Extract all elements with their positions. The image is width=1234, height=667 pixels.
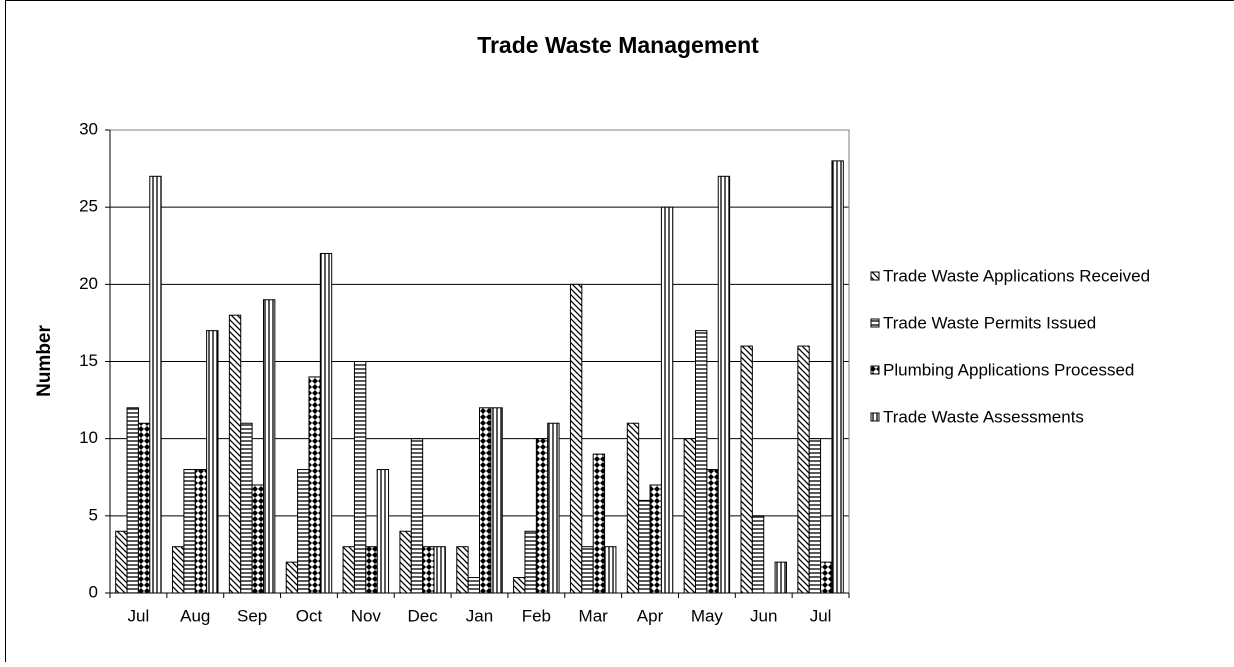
bar (707, 470, 718, 593)
x-tick-label: Dec (408, 606, 439, 625)
y-tick-label: 0 (89, 582, 98, 601)
x-tick-label: Jul (128, 606, 150, 625)
bar (480, 408, 491, 593)
bar (207, 331, 218, 593)
bar (639, 500, 650, 593)
bar (320, 253, 331, 593)
x-tick-label: Oct (296, 606, 323, 625)
bar (570, 284, 581, 593)
bar (298, 470, 309, 593)
bar (582, 547, 593, 593)
y-tick-label: 30 (79, 119, 98, 138)
bar (366, 547, 377, 593)
legend-swatch (871, 272, 879, 280)
bar (627, 423, 638, 593)
bar (423, 547, 434, 593)
bar (400, 531, 411, 593)
chart-title: Trade Waste Management (477, 32, 759, 58)
bar (832, 161, 843, 593)
bar (457, 547, 468, 593)
bar (173, 547, 184, 593)
bar (241, 423, 252, 593)
x-tick-label: Aug (180, 606, 210, 625)
bar (718, 176, 729, 593)
bar (150, 176, 161, 593)
y-axis-label: Number (34, 325, 55, 397)
legend-swatch (871, 366, 879, 374)
bar (809, 439, 820, 593)
bar (354, 362, 365, 594)
bar (605, 547, 616, 593)
bar (309, 377, 320, 593)
bar (263, 300, 274, 593)
legend-label: Plumbing Applications Processed (883, 360, 1134, 379)
bar (752, 516, 763, 593)
bar (525, 531, 536, 593)
bar (491, 408, 502, 593)
bar (798, 346, 809, 593)
x-tick-label: Sep (237, 606, 267, 625)
x-tick-label: Jun (750, 606, 777, 625)
bar (514, 578, 525, 593)
bar (696, 331, 707, 593)
y-tick-label: 10 (79, 428, 98, 447)
legend-swatch (871, 319, 879, 327)
bar (184, 470, 195, 593)
legend-swatch (871, 413, 879, 421)
bar (548, 423, 559, 593)
bar (116, 531, 127, 593)
bar (286, 562, 297, 593)
bar (229, 315, 240, 593)
bar (343, 547, 354, 593)
bar (252, 485, 263, 593)
bar (195, 470, 206, 593)
x-tick-label: Nov (351, 606, 382, 625)
legend-label: Trade Waste Assessments (883, 407, 1084, 426)
bar (775, 562, 786, 593)
legend-label: Trade Waste Permits Issued (883, 313, 1096, 332)
bar (434, 547, 445, 593)
bar (684, 439, 695, 593)
bar (138, 423, 149, 593)
bar (821, 562, 832, 593)
x-tick-label: Feb (522, 606, 551, 625)
bar (536, 439, 547, 593)
y-tick-label: 20 (79, 274, 98, 293)
bar (127, 408, 138, 593)
bar (411, 439, 422, 593)
x-tick-label: Apr (637, 606, 664, 625)
y-tick-label: 5 (89, 505, 98, 524)
bar (741, 346, 752, 593)
x-tick-label: Jan (466, 606, 493, 625)
bar (661, 207, 672, 593)
bar (650, 485, 661, 593)
y-tick-label: 25 (79, 197, 98, 216)
x-tick-label: Jul (810, 606, 832, 625)
legend-label: Trade Waste Applications Received (883, 266, 1150, 285)
x-tick-label: May (691, 606, 724, 625)
bar (593, 454, 604, 593)
bar (377, 470, 388, 593)
bar (468, 578, 479, 593)
x-tick-label: Mar (579, 606, 609, 625)
y-tick-label: 15 (79, 351, 98, 370)
